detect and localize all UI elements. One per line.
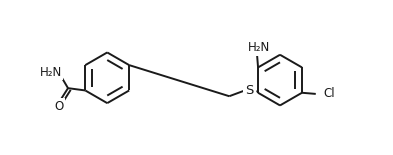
Text: H₂N: H₂N	[40, 66, 62, 79]
Text: H₂N: H₂N	[248, 41, 270, 54]
Text: O: O	[55, 100, 64, 113]
Text: S: S	[245, 84, 253, 97]
Text: Cl: Cl	[324, 87, 336, 100]
